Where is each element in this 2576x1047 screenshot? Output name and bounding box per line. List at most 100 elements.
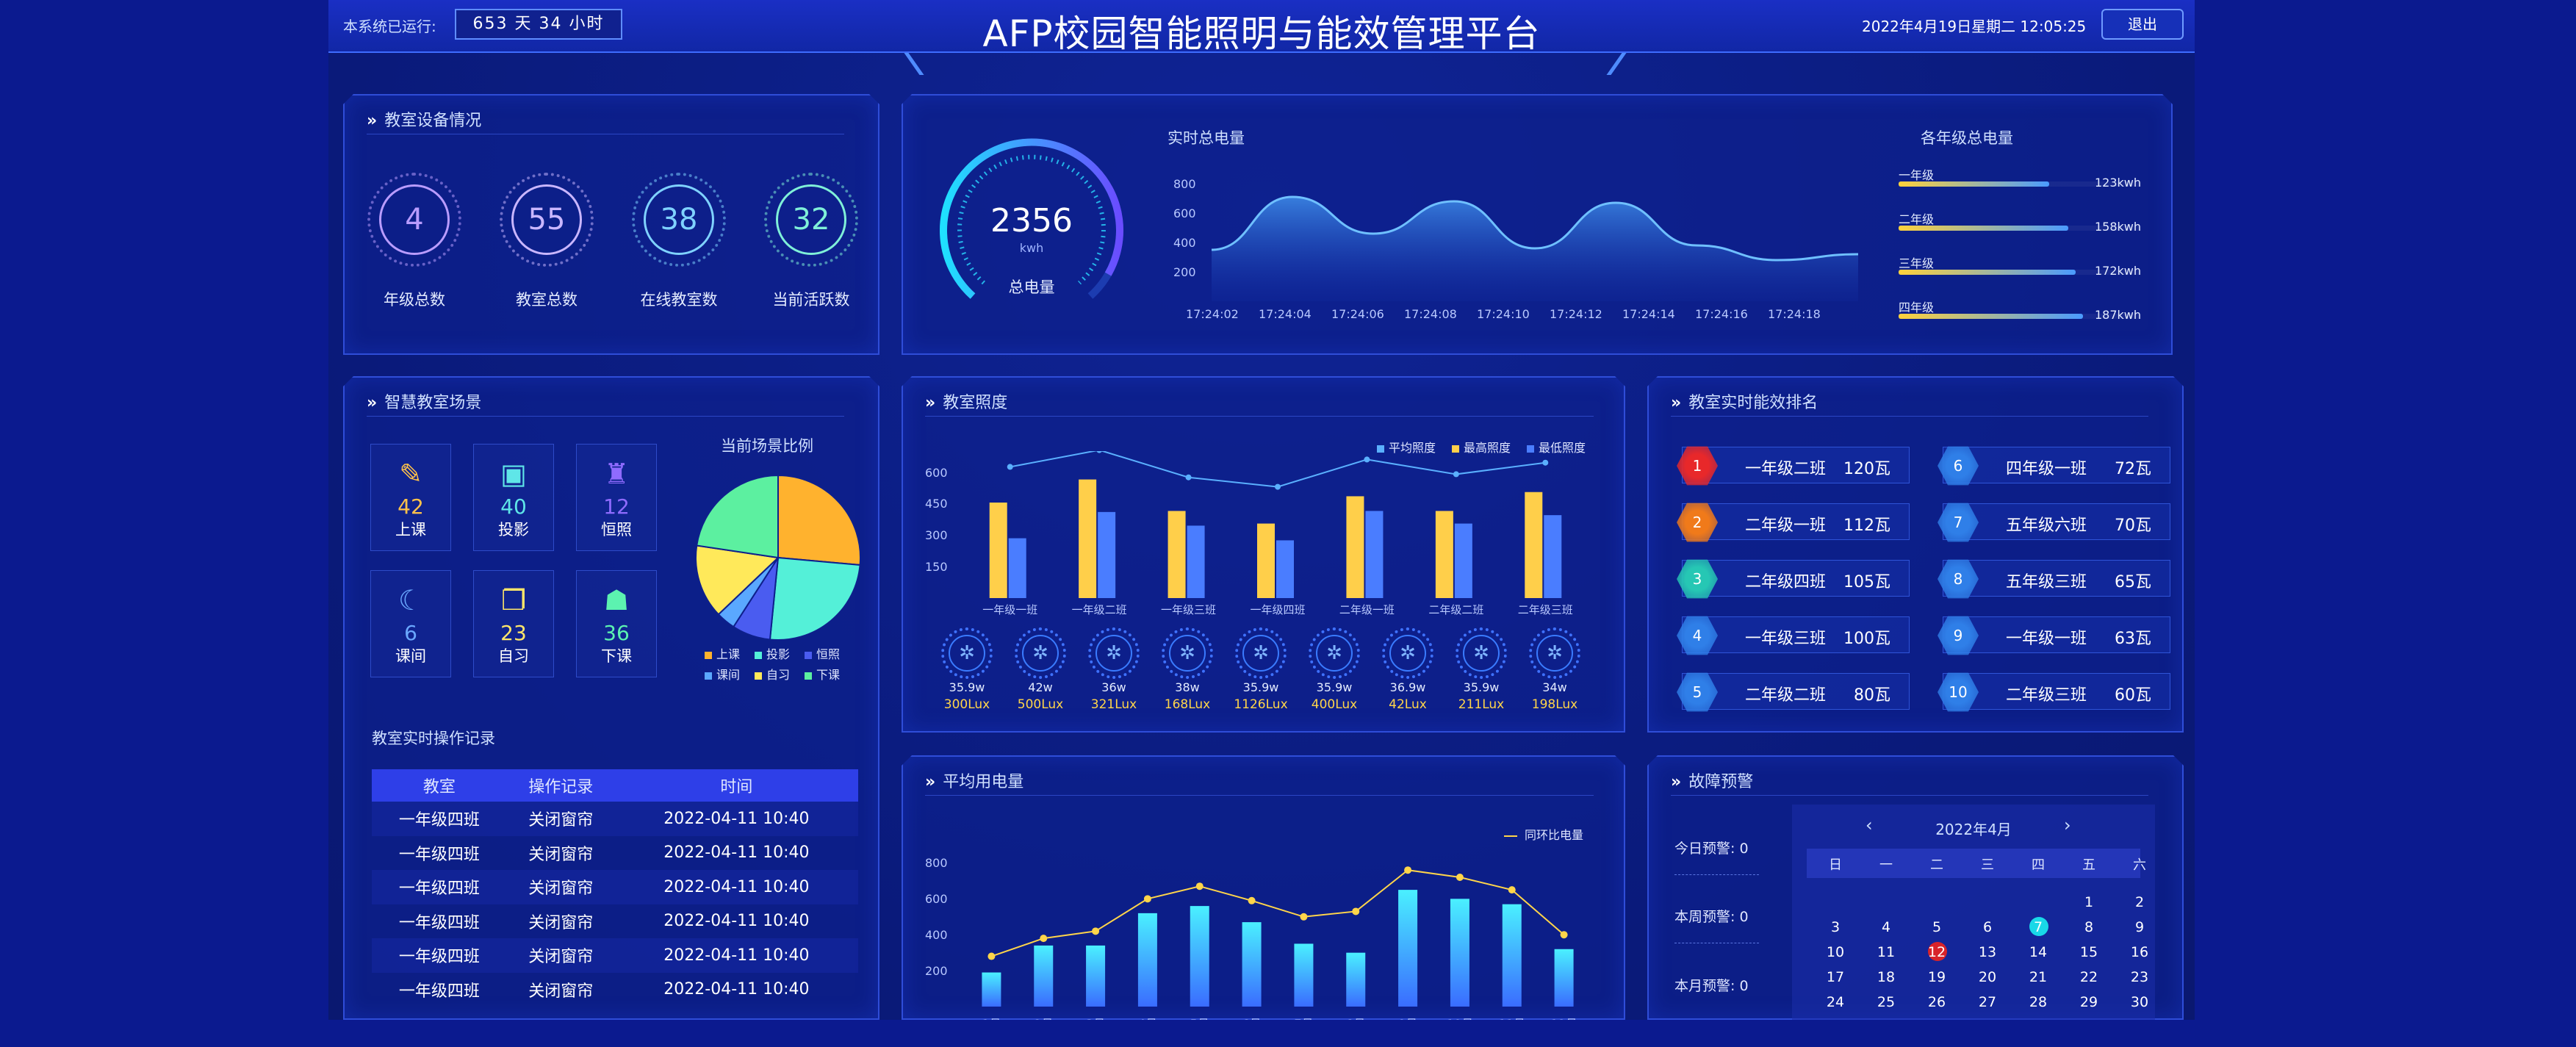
table-row: 一年级四班 关闭窗帘 2022-04-11 10:40: [372, 973, 858, 1007]
legend-label: 课间: [716, 668, 741, 682]
legend-swatch: [705, 652, 712, 659]
scene-card[interactable]: ☾ 6 课间: [370, 570, 451, 677]
table-cell: 2022-04-11 10:40: [663, 912, 810, 931]
rank-item[interactable]: 3 二年级四班 105瓦: [1682, 560, 1910, 597]
calendar-day[interactable]: 7: [2015, 919, 2062, 935]
avg-bar: [1034, 946, 1053, 1007]
bulb-ring: ✲: [1015, 627, 1066, 679]
avg-point: [1007, 464, 1013, 469]
logout-button[interactable]: 退出: [2101, 9, 2184, 40]
calendar-day[interactable]: 15: [2079, 944, 2098, 960]
table-cell: 关闭窗帘: [507, 870, 615, 904]
calendar-day[interactable]: 10: [1826, 944, 1845, 960]
x-tick: 8月: [1346, 1017, 1366, 1031]
rank-item[interactable]: 1 一年级二班 120瓦: [1682, 447, 1910, 483]
calendar-day[interactable]: 20: [1978, 969, 1997, 985]
calendar-day[interactable]: 16: [2130, 944, 2149, 960]
alarm-month: 本月预警: 0: [1674, 978, 1749, 994]
scene-card[interactable]: ▣ 40 投影: [473, 444, 554, 551]
table-cell: 一年级四班: [398, 845, 480, 864]
calendar-day[interactable]: 11: [1877, 944, 1896, 960]
calendar-day[interactable]: 18: [1877, 969, 1896, 985]
bulb-icon: ✲: [1316, 635, 1353, 672]
avg-point: [1096, 451, 1102, 453]
calendar-day[interactable]: 27: [1978, 994, 1997, 1010]
weekday-label: 六: [2133, 857, 2146, 873]
grade-value: 172kwh: [2094, 264, 2141, 278]
bulb-icon: ✲: [1095, 635, 1132, 672]
grade-name: 三年级: [1899, 256, 1935, 270]
rank-item[interactable]: 7 五年级六班 70瓦: [1943, 503, 2170, 540]
calendar-day[interactable]: 30: [2130, 994, 2149, 1010]
table-header: 教室: [372, 769, 507, 802]
bar-max: [1168, 511, 1186, 598]
stat-value: 32: [776, 184, 846, 255]
x-tick: 17:24:02: [1186, 307, 1239, 321]
scene-card[interactable]: ✎ 42 上课: [370, 444, 451, 551]
calendar-day[interactable]: 2: [2134, 894, 2145, 910]
calendar-day[interactable]: 1: [2084, 894, 2094, 910]
calendar-day[interactable]: 5: [1932, 919, 1942, 935]
bulb-ring: ✲: [1309, 627, 1360, 679]
next-month-button[interactable]: ›: [2064, 815, 2071, 835]
calendar-day[interactable]: 12: [1913, 944, 1960, 960]
legend-label: 恒照: [816, 647, 841, 661]
rank-item[interactable]: 6 四年级一班 72瓦: [1943, 447, 2170, 483]
pie-legend-item: 上课: [705, 644, 740, 662]
divider: [367, 416, 844, 417]
calendar-day[interactable]: 4: [1881, 919, 1891, 935]
calendar-day[interactable]: 17: [1826, 969, 1845, 985]
table-cell: 2022-04-11 10:40: [615, 870, 858, 904]
calendar-day[interactable]: 23: [2130, 969, 2149, 985]
gauge-arc: [943, 143, 1120, 296]
calendar-day[interactable]: 8: [2084, 919, 2094, 935]
grade-value: 123kwh: [2094, 176, 2141, 190]
x-tick: 17:24:06: [1331, 307, 1384, 321]
rank-item[interactable]: 5 二年级二班 80瓦: [1682, 673, 1910, 710]
calendar-day[interactable]: 3: [1830, 919, 1841, 935]
scene-count: 42: [397, 494, 424, 519]
rank-value: 60瓦: [2115, 686, 2151, 705]
bulb-icon: ✲: [1022, 635, 1059, 672]
rank-item[interactable]: 2 二年级一班 112瓦: [1682, 503, 1910, 540]
scene-card[interactable]: ♜ 12 恒照: [576, 444, 657, 551]
calendar-day[interactable]: 14: [2029, 944, 2048, 960]
calendar-day[interactable]: 21: [2029, 969, 2048, 985]
table-cell: 关闭窗帘: [507, 802, 615, 836]
calendar-day[interactable]: 22: [2079, 969, 2098, 985]
calendar-day[interactable]: 6: [1982, 919, 1993, 935]
illum-legend-item: 最低照度: [1527, 438, 1586, 456]
avg-title: 平均用电量: [943, 773, 1024, 791]
calendar-day[interactable]: 24: [1826, 994, 1845, 1010]
scene-card[interactable]: ☗ 36 下课: [576, 570, 657, 677]
calendar-day[interactable]: 26: [1927, 994, 1946, 1010]
rank-item[interactable]: 8 五年级三班 65瓦: [1943, 560, 2170, 597]
prev-month-button[interactable]: ‹: [1866, 815, 1873, 835]
scene-card[interactable]: ❐ 23 自习: [473, 570, 554, 677]
rank-badge: 8: [1938, 558, 1979, 600]
table-cell: 关闭窗帘: [528, 845, 594, 864]
lamp-icon: ♜: [603, 458, 630, 490]
table-header: 时间: [615, 769, 858, 802]
stat-label: 当前活跃数: [772, 291, 850, 309]
scene-count: 40: [500, 494, 527, 519]
ratio-title: 当前场景比例: [721, 437, 813, 455]
people-icon: ☗: [603, 584, 630, 616]
rank-badge: 2: [1677, 502, 1718, 543]
calendar-day[interactable]: 13: [1978, 944, 1997, 960]
rank-item[interactable]: 4 一年级三班 100瓦: [1682, 616, 1910, 653]
page-title: AFP校园智能照明与能效管理平台: [982, 12, 1541, 55]
calendar-day[interactable]: 28: [2029, 994, 2048, 1010]
avg-bar: [1346, 953, 1365, 1007]
calendar-day[interactable]: 9: [2134, 919, 2145, 935]
grade-name: 一年级: [1899, 168, 1935, 182]
trend-line: [991, 870, 1564, 956]
bulb-icon: ✲: [1389, 635, 1426, 672]
rank-item[interactable]: 9 一年级一班 63瓦: [1943, 616, 2170, 653]
calendar-day[interactable]: 25: [1877, 994, 1896, 1010]
calendar-day[interactable]: 19: [1927, 969, 1946, 985]
rank-badge: 9: [1938, 615, 1979, 656]
bulb-icon: ✲: [1536, 635, 1573, 672]
calendar-day[interactable]: 29: [2079, 994, 2098, 1010]
rank-item[interactable]: 10 二年级三班 60瓦: [1943, 673, 2170, 710]
